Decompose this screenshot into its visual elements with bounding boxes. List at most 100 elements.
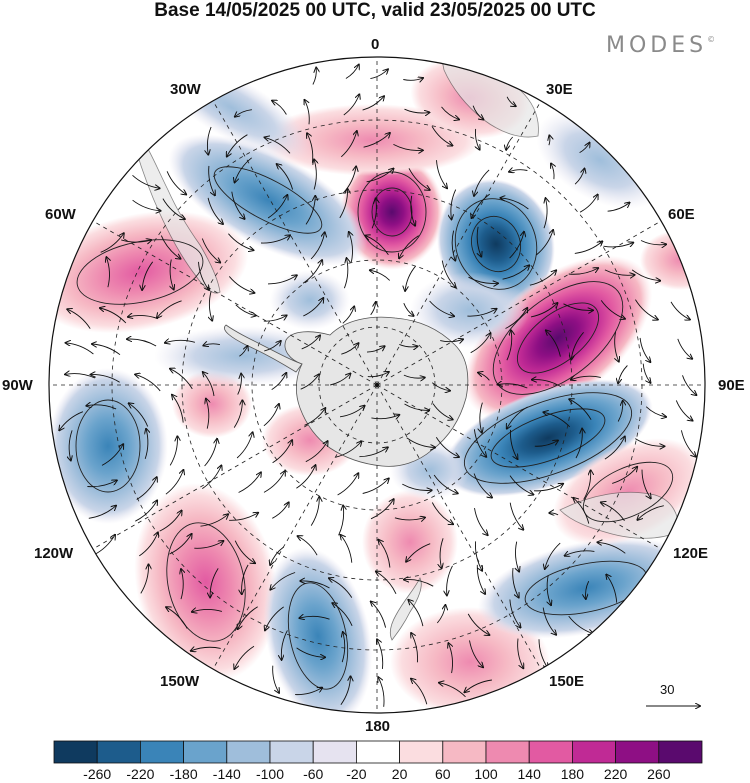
wind-vector — [204, 439, 218, 467]
wind-vector — [166, 607, 188, 629]
wind-vector — [607, 203, 630, 212]
colorbar-swatch — [399, 740, 444, 764]
wind-vector — [441, 106, 460, 120]
wind-vectors — [59, 65, 696, 707]
wind-vector — [393, 144, 422, 150]
wind-vector — [639, 337, 650, 362]
meridian-line — [212, 384, 378, 670]
meridian-line — [212, 100, 378, 386]
wind-vector — [404, 579, 434, 587]
wind-vector — [142, 261, 154, 290]
wind-vector — [549, 513, 559, 515]
wind-vector — [371, 199, 376, 229]
wind-vector — [501, 198, 529, 210]
wind-vector — [339, 406, 365, 418]
wind-vector — [431, 126, 452, 145]
modes-logo: MODES© — [606, 33, 715, 58]
colorbar-swatch — [615, 740, 660, 764]
wind-vector — [140, 564, 149, 594]
wind-vector — [166, 171, 186, 194]
wind-vector — [469, 640, 484, 667]
wind-vector — [618, 365, 628, 384]
wind-vector — [533, 484, 563, 492]
wind-vector — [411, 195, 415, 226]
wind-vector — [305, 441, 328, 463]
wind-vector — [343, 258, 347, 289]
wind-vector — [431, 502, 453, 525]
wind-vector — [406, 437, 435, 448]
wind-vector — [470, 333, 491, 354]
wind-vector — [376, 572, 397, 594]
copyright-mark: © — [707, 35, 716, 44]
wind-vector — [597, 542, 626, 554]
colorbar-swatch — [269, 740, 314, 764]
wind-vector — [237, 374, 242, 395]
wind-vector — [362, 479, 389, 494]
wind-vector — [203, 372, 215, 397]
contour-line — [490, 408, 606, 468]
wind-vector — [366, 169, 394, 183]
wind-vector — [612, 467, 637, 484]
wind-vector — [100, 308, 127, 324]
colorbar-swatch — [312, 740, 357, 764]
wind-vector — [157, 300, 182, 318]
wind-vector — [506, 331, 512, 361]
wind-vector — [337, 473, 359, 496]
wind-vector — [509, 475, 533, 495]
wind-vector — [507, 406, 528, 429]
wind-vector — [509, 599, 521, 628]
wind-vector — [574, 169, 584, 185]
wind-vector — [281, 630, 288, 659]
wind-vector — [310, 232, 325, 260]
wind-vector — [603, 243, 634, 248]
wind-vector — [370, 69, 388, 80]
wind-vector — [604, 437, 625, 460]
wind-vector — [574, 241, 603, 254]
wind-vector — [270, 572, 296, 590]
colorbar-swatch — [572, 740, 617, 764]
wind-vector — [207, 126, 212, 155]
colorbar-swatch — [658, 740, 703, 764]
wind-vector — [447, 565, 453, 596]
wind-vector — [365, 236, 389, 256]
wind-vector — [228, 233, 253, 251]
wind-vector — [465, 679, 492, 692]
wind-vector — [106, 257, 109, 288]
wind-vector — [129, 403, 149, 427]
wind-vector — [404, 108, 430, 113]
wind-vector — [202, 466, 221, 489]
wind-vector — [432, 403, 453, 420]
antarctic-peninsula-land — [224, 324, 303, 373]
wind-vector — [238, 606, 258, 629]
wind-vector — [411, 633, 419, 663]
colorbar-tick-label: -60 — [303, 766, 324, 782]
wind-vector — [379, 540, 391, 568]
wind-vector — [339, 189, 348, 219]
wind-vector — [478, 373, 490, 381]
wind-vector — [429, 300, 454, 316]
wind-vector — [208, 165, 215, 195]
wind-vector — [192, 609, 223, 611]
wind-vector — [509, 170, 528, 172]
wind-vector — [170, 369, 193, 390]
wind-vector — [135, 374, 161, 392]
wind-vector — [404, 403, 430, 410]
wind-vector — [234, 645, 255, 669]
wind-vector — [568, 268, 598, 275]
wind-vector — [132, 199, 161, 211]
colorbar-swatch — [139, 740, 184, 764]
colorbar-tick-label: -140 — [212, 766, 241, 782]
colorbar-tick-label: 260 — [647, 766, 671, 782]
wind-vector — [128, 315, 159, 318]
wind-vector — [512, 567, 519, 598]
wind-vector — [475, 128, 479, 150]
antarctica-land — [284, 316, 469, 467]
wind-vector — [263, 471, 285, 493]
wind-vector — [340, 131, 357, 158]
meridian-line — [376, 100, 542, 386]
wind-vector — [169, 534, 192, 555]
wind-vector — [342, 307, 354, 324]
colorbar-swatch — [528, 740, 573, 764]
wind-vector — [377, 639, 384, 669]
wind-vector — [260, 235, 290, 244]
